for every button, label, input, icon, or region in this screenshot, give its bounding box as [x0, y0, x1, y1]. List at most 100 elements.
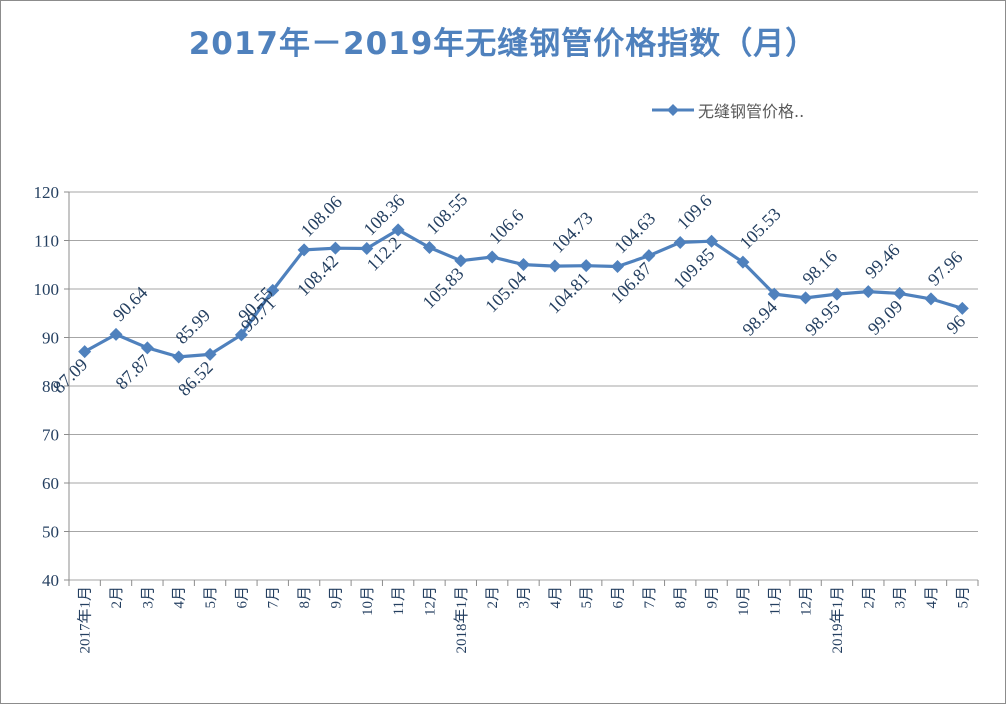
data-point: [203, 347, 217, 361]
data-point: [454, 254, 468, 268]
x-tick-label: 8月: [297, 586, 313, 609]
data-point: [234, 328, 248, 342]
data-label: 99.46: [861, 240, 904, 283]
data-point: [391, 223, 405, 237]
data-point: [328, 241, 342, 255]
x-tick-label: 9月: [705, 586, 721, 609]
data-label: 104.73: [548, 208, 597, 257]
y-tick-label: 100: [34, 280, 60, 299]
y-tick-label: 40: [42, 571, 59, 590]
x-axis: 2017年1月 2月 3月 4月 5月 6月 7月 8月 9月 10月 11月 12月 2018年1月 2…: [68, 580, 979, 654]
data-label: 106.6: [485, 205, 528, 248]
data-point: [893, 286, 907, 300]
y-tick-label: 60: [42, 474, 59, 493]
x-tick-label: 10月: [736, 586, 752, 616]
data-point: [705, 234, 719, 248]
data-label: 98.16: [798, 246, 841, 289]
x-tick-label: 5月: [203, 586, 219, 609]
data-point: [517, 258, 530, 272]
data-point: [736, 255, 750, 269]
legend-swatch: [652, 104, 694, 116]
y-tick-label: 80: [42, 377, 59, 396]
data-label: 105.83: [418, 263, 467, 312]
data-point: [422, 241, 436, 255]
x-tick-label: 8月: [673, 586, 689, 609]
x-tick-label: 12月: [422, 586, 438, 616]
data-point: [172, 350, 186, 364]
x-tick-label: 5月: [955, 586, 971, 609]
data-label: 96: [942, 311, 969, 338]
series-markers: [78, 223, 969, 364]
data-point: [140, 341, 154, 355]
data-point: [579, 259, 593, 273]
x-tick-label: 2月: [109, 586, 125, 609]
data-point: [642, 249, 656, 263]
data-label: 109.6: [673, 190, 716, 233]
data-point: [78, 345, 92, 359]
x-tick-label: 3月: [140, 586, 156, 609]
x-tick-label: 2018年1月: [453, 586, 470, 654]
data-point: [924, 292, 938, 306]
data-label: 109.85: [669, 244, 718, 293]
x-tick-label: 2019年1月: [829, 586, 846, 654]
x-tick-label: 11月: [391, 586, 407, 615]
y-tick-label: 50: [42, 523, 59, 542]
legend: 无缝钢管价格..: [650, 98, 804, 122]
x-tick-label: 5月: [579, 586, 595, 609]
data-point: [360, 241, 374, 255]
x-tick-label: 7月: [642, 586, 658, 609]
data-point: [673, 235, 687, 249]
data-label: 108.55: [422, 189, 471, 238]
x-tick-label: 10月: [360, 586, 376, 616]
x-tick-label: 2月: [485, 586, 501, 609]
data-point: [830, 287, 844, 301]
y-tick-label: 120: [34, 183, 60, 202]
y-tick-label: 70: [42, 426, 59, 445]
data-label: 108.06: [297, 192, 346, 241]
legend-label: 无缝钢管价格..: [698, 102, 805, 121]
x-tick-label: 4月: [172, 586, 188, 609]
x-tick-label: 2017年1月: [77, 586, 94, 654]
x-tick-label: 6月: [611, 586, 627, 609]
chart-title: 2017年－2019年无缝钢管价格指数（月）: [188, 26, 818, 62]
y-tick-label: 90: [42, 329, 59, 348]
x-tick-label: 4月: [924, 586, 940, 609]
data-point: [109, 327, 123, 341]
data-label: 85.99: [171, 305, 214, 348]
data-label: 104.63: [610, 208, 659, 257]
x-tick-label: 4月: [548, 586, 564, 609]
data-label: 99.09: [864, 296, 907, 339]
x-tick-label: 9月: [328, 586, 344, 609]
data-point: [611, 260, 625, 274]
x-tick-label: 12月: [799, 586, 815, 616]
data-label: 108.42: [293, 251, 342, 300]
data-label: 86.52: [174, 357, 217, 400]
data-point: [485, 250, 499, 264]
data-label: 87.09: [49, 354, 92, 397]
gridlines: [69, 191, 978, 581]
data-label: 98.94: [738, 297, 781, 340]
x-tick-label: 3月: [517, 586, 533, 609]
data-label: 87.87: [111, 351, 154, 394]
x-tick-label: 2月: [861, 586, 877, 609]
data-point: [799, 291, 813, 305]
x-tick-label: 7月: [266, 586, 282, 609]
data-label: 98.95: [801, 297, 844, 340]
data-label: 105.04: [481, 267, 530, 316]
data-label: 97.96: [924, 247, 967, 290]
data-point: [955, 301, 969, 315]
data-point: [767, 287, 781, 301]
data-point: [266, 283, 280, 297]
data-label: 112.2: [363, 233, 405, 275]
x-tick-label: 6月: [234, 586, 250, 609]
data-point: [861, 285, 875, 299]
y-axis: 40 50 60 70 80 90 100 110 120: [34, 183, 70, 590]
x-tick-label: 3月: [893, 586, 909, 609]
data-label: 104.81: [544, 268, 593, 317]
y-tick-label: 110: [34, 232, 59, 251]
data-point: [297, 243, 311, 257]
data-point: [548, 259, 562, 273]
data-label: 105.53: [736, 204, 785, 253]
